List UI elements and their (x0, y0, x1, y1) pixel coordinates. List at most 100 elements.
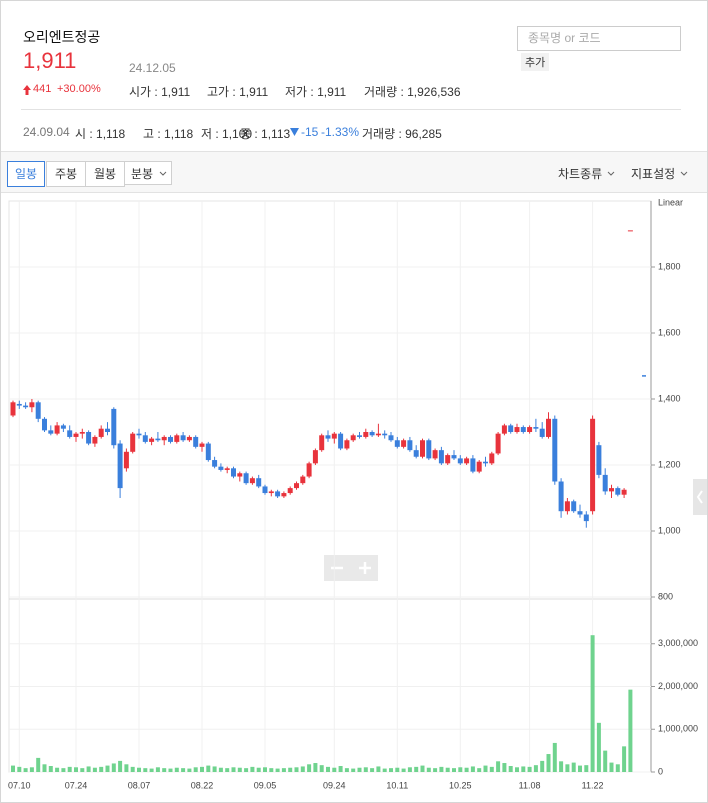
x-tick-label: 08.22 (191, 780, 214, 790)
candle-body (520, 427, 526, 432)
volume-bar (124, 764, 129, 772)
candle-body (42, 418, 47, 431)
volume-bar (458, 767, 463, 772)
candle-body (615, 488, 621, 495)
add-button[interactable]: 추가 (521, 53, 550, 71)
candle-body (281, 493, 287, 497)
change: 441 (33, 83, 52, 95)
candle-body (382, 433, 388, 436)
chart-type-menu[interactable]: 차트종류 (558, 167, 603, 181)
x-tick-label: 07.10 (8, 780, 31, 790)
tab[interactable]: 주봉 (46, 161, 86, 187)
volume-bar (452, 768, 456, 772)
stat: 저가 : 1,911 (285, 85, 347, 99)
divider (21, 109, 681, 110)
candle-body (552, 418, 558, 482)
candle-body (262, 486, 268, 494)
tab[interactable]: 일봉 (7, 161, 45, 187)
candle-body (514, 427, 520, 432)
volume-bar (29, 767, 34, 772)
y2-tick-label: 1,000,000 (658, 724, 698, 734)
candle-body (627, 230, 633, 232)
volume-bar (11, 765, 15, 772)
candle-body (527, 427, 533, 432)
date: 24.12.05 (129, 61, 176, 75)
candle-body (350, 435, 356, 441)
candle-body (268, 491, 274, 494)
volume-bar (590, 635, 595, 772)
candle-body (123, 451, 129, 469)
candle-body (407, 440, 413, 451)
stock-name: 오리엔트정공 (23, 29, 101, 45)
volume-bar (162, 768, 167, 772)
indicator-menu[interactable]: 지표설정 (631, 167, 676, 181)
x-tick-label: 09.05 (254, 780, 277, 790)
volume-bar (326, 766, 330, 772)
candle-body (117, 443, 123, 489)
candle-body (533, 427, 539, 429)
volume-bar (168, 768, 173, 772)
volume-bar (603, 750, 608, 772)
candle-body (275, 491, 281, 497)
side-tab[interactable] (693, 479, 707, 515)
y-tick-label: 1,800 (658, 261, 681, 271)
x-tick-label: 07.24 (65, 780, 88, 790)
volume-bar (376, 766, 381, 772)
side-tab-icon (696, 490, 703, 504)
candle-body (224, 468, 230, 470)
volume-bar (118, 760, 123, 772)
volume-bar (533, 765, 538, 772)
up-arrow (23, 85, 31, 95)
volume-bar (149, 768, 154, 772)
stat: 시가 : 1,911 (129, 85, 191, 99)
volume-bar (470, 766, 475, 772)
volume-bar (212, 766, 217, 772)
compare-change: -15 (301, 125, 319, 139)
volume-bar (433, 768, 438, 772)
candle-body (168, 436, 173, 442)
volume-bar (193, 767, 198, 772)
volume-bar (552, 742, 557, 772)
candle-body (48, 430, 54, 434)
tab[interactable]: 분봉 (124, 161, 172, 185)
candle-body (401, 440, 407, 447)
candle-body (438, 450, 444, 464)
candle-body (149, 438, 155, 442)
volume-bar (596, 722, 601, 772)
volume-bar (571, 762, 576, 772)
volume-bar (130, 766, 135, 772)
candle-body (243, 473, 249, 484)
compare-item: 고 : 1,118 (143, 127, 194, 141)
volume-bar (256, 767, 261, 772)
volume-bar (187, 768, 192, 772)
y2-tick-label: 0 (658, 766, 663, 776)
volume-bar (615, 764, 620, 772)
volume-bar (143, 768, 148, 772)
candle-body (564, 501, 570, 512)
tab[interactable]: 월봉 (85, 161, 125, 187)
candle-body (388, 435, 394, 441)
candle-body (186, 436, 192, 441)
volume-bar (17, 766, 22, 772)
volume-bar (332, 767, 337, 772)
candle-body (357, 435, 362, 437)
volume-bar (351, 768, 356, 772)
volume-bar (313, 763, 318, 772)
volume-bar (294, 767, 299, 772)
candle-body (546, 418, 551, 437)
candle-body (420, 440, 425, 457)
volume-bar (407, 767, 412, 772)
volume-bar (307, 764, 312, 772)
candle-body (205, 443, 211, 461)
volume-bar (319, 765, 324, 772)
candle-body (193, 436, 199, 447)
candle-body (237, 473, 243, 477)
volume-bar (281, 768, 286, 772)
candle-body (483, 461, 488, 464)
search-input[interactable]: 종목명 or 코드 (517, 26, 681, 51)
tab-label: 분봉 (131, 167, 154, 181)
candle-body (287, 488, 293, 494)
candle-body (363, 432, 369, 437)
volume-bar (67, 766, 72, 772)
volume-bar (414, 766, 419, 772)
